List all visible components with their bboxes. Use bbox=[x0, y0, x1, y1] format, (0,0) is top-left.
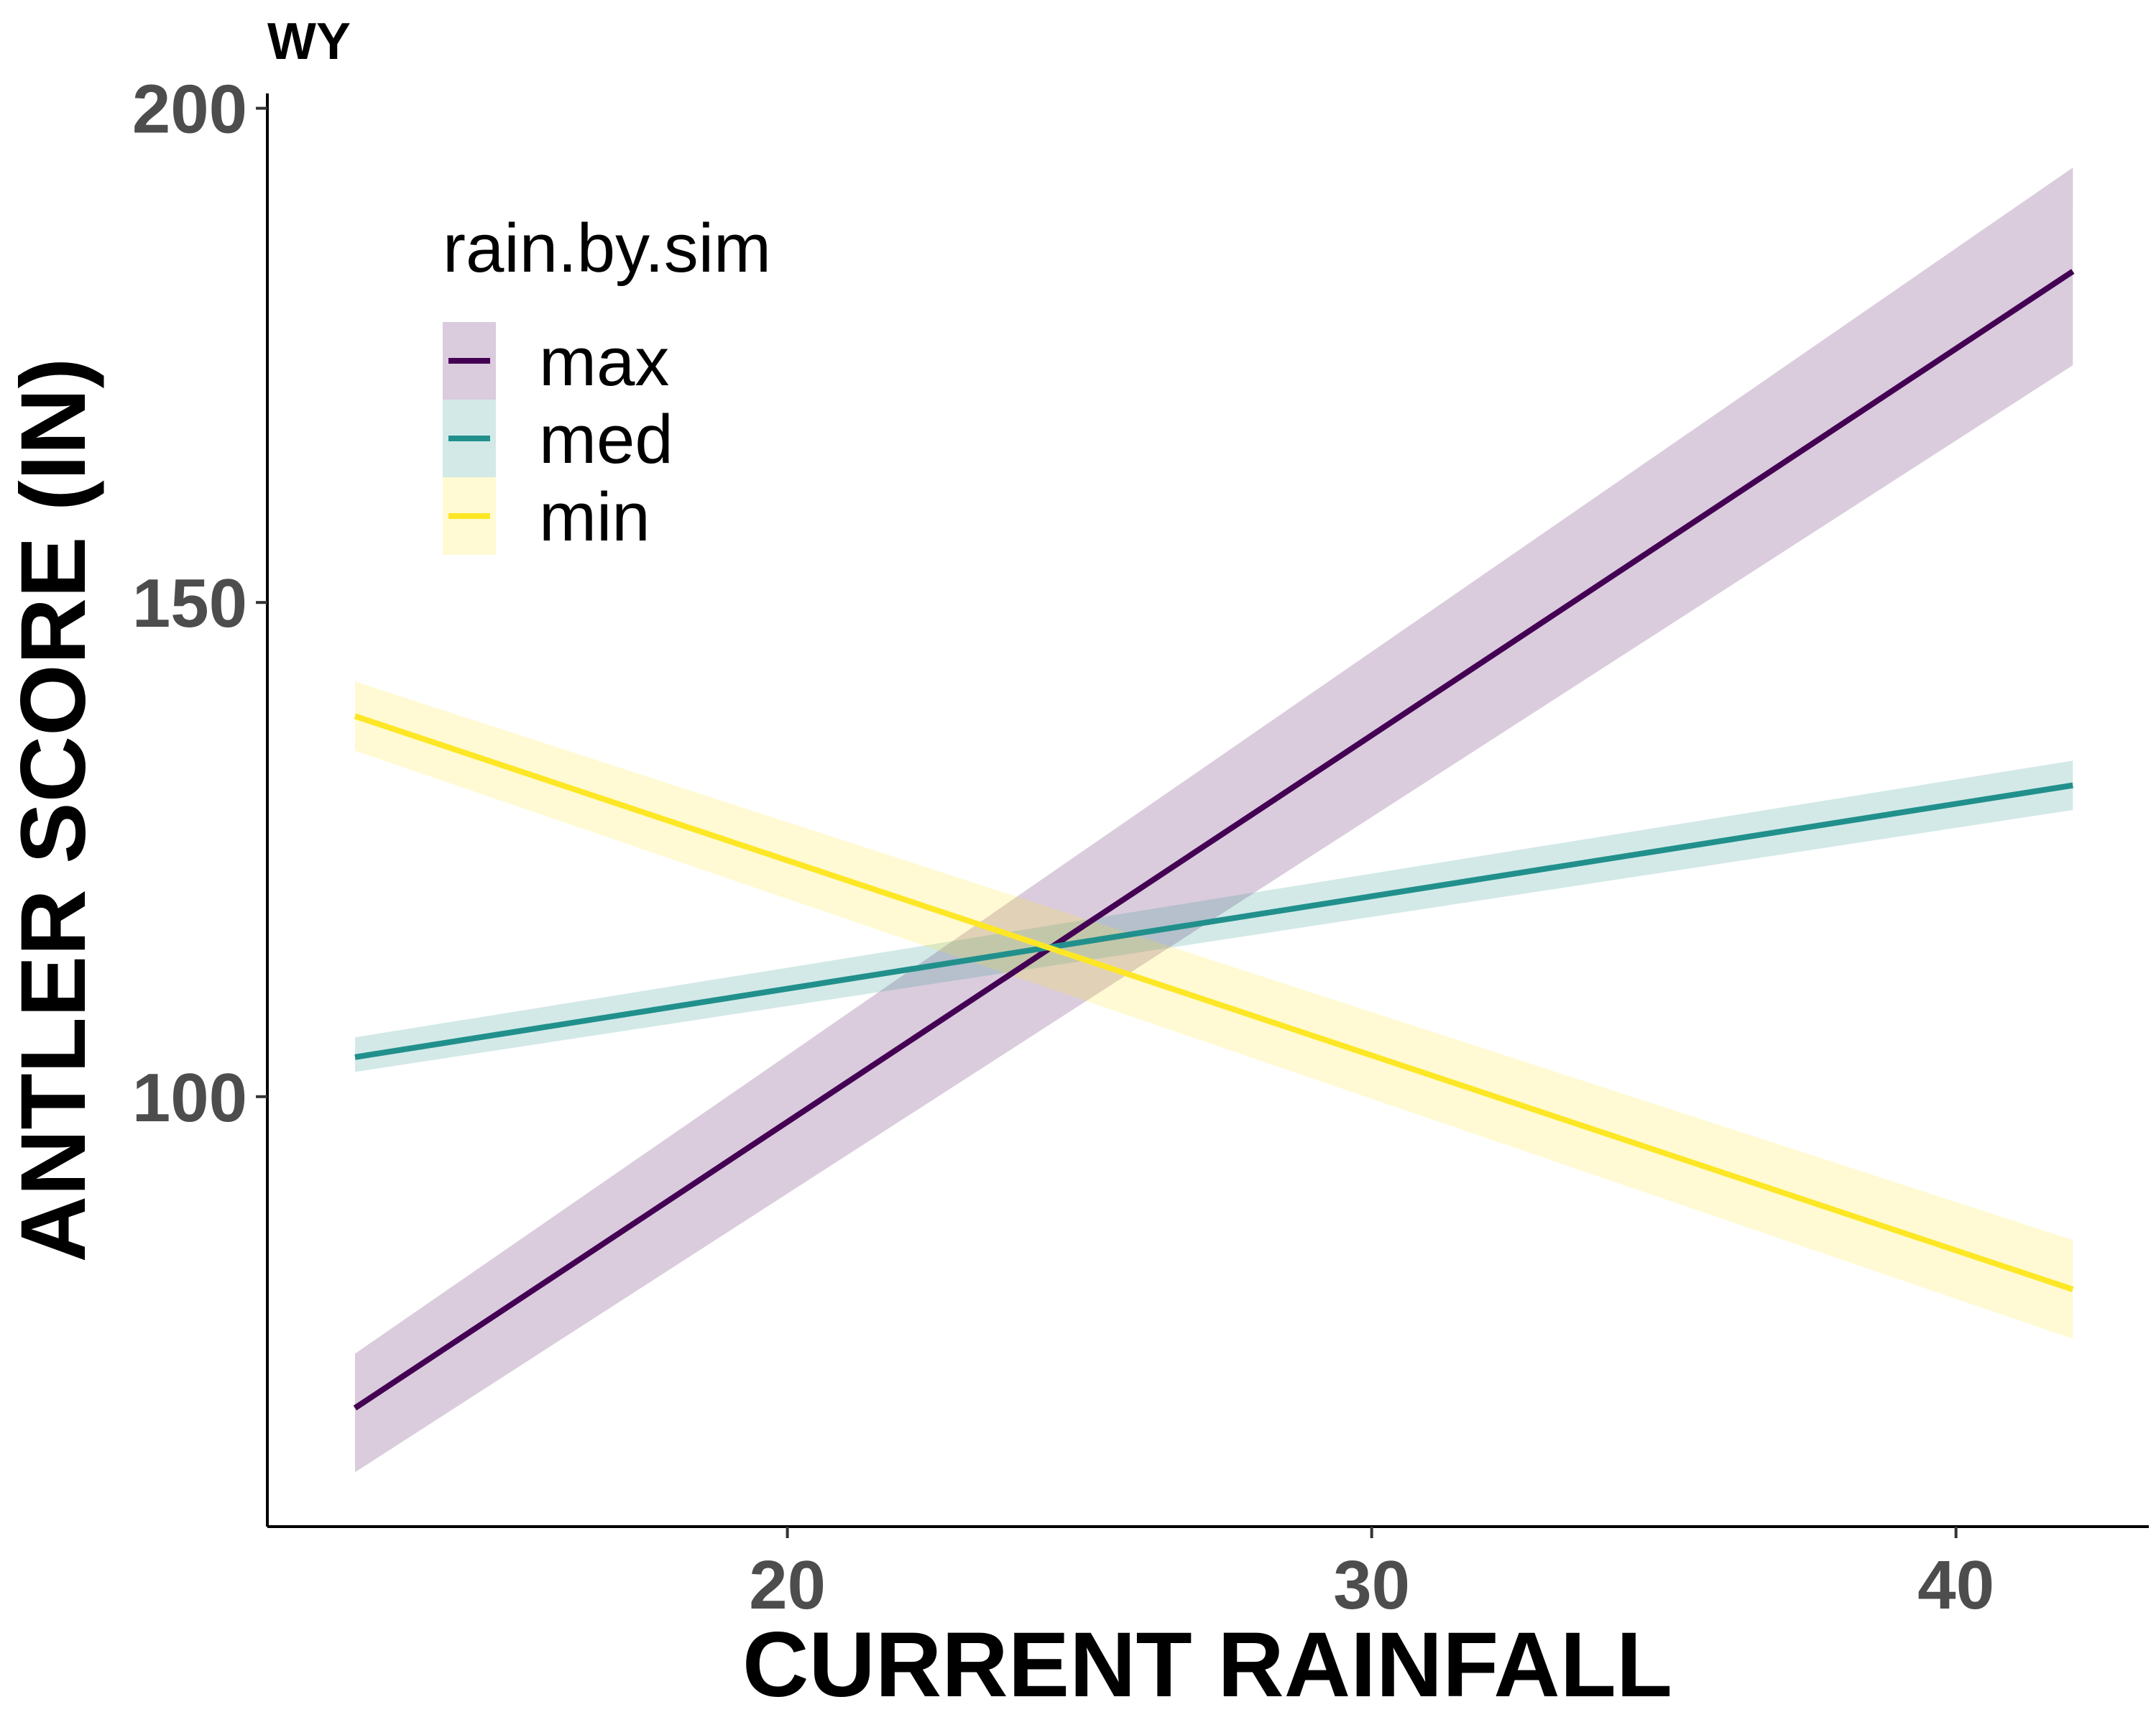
y-tick-label: 200 bbox=[132, 71, 247, 148]
axes bbox=[266, 93, 2149, 1528]
legend-label-med: med bbox=[539, 401, 673, 478]
band-med bbox=[354, 760, 2073, 1072]
line-max bbox=[353, 269, 2075, 1411]
band-min bbox=[354, 681, 2073, 1339]
series-lines bbox=[353, 269, 2075, 1411]
line-med bbox=[354, 782, 2073, 1060]
x-ticks: 20 30 40 bbox=[749, 1527, 1994, 1624]
legend-label-min: min bbox=[539, 479, 650, 556]
line-min bbox=[354, 713, 2074, 1292]
x-tick-label: 40 bbox=[1917, 1547, 1994, 1624]
legend-label-max: max bbox=[539, 323, 669, 400]
x-tick-label: 20 bbox=[749, 1547, 826, 1624]
x-axis-title: CURRENT RAINFALL bbox=[742, 1614, 1672, 1716]
band-max bbox=[354, 167, 2073, 1473]
legend-title: rain.by.sim bbox=[443, 210, 771, 287]
y-axis-title: ANTLER SCORE (IN) bbox=[2, 358, 105, 1263]
y-tick-label: 100 bbox=[132, 1059, 247, 1136]
y-ticks: 100 150 200 bbox=[132, 71, 267, 1136]
y-tick-label: 150 bbox=[132, 565, 247, 642]
confidence-bands bbox=[354, 167, 2073, 1473]
panel-tag: WY bbox=[267, 13, 351, 70]
x-tick-label: 30 bbox=[1333, 1547, 1410, 1624]
